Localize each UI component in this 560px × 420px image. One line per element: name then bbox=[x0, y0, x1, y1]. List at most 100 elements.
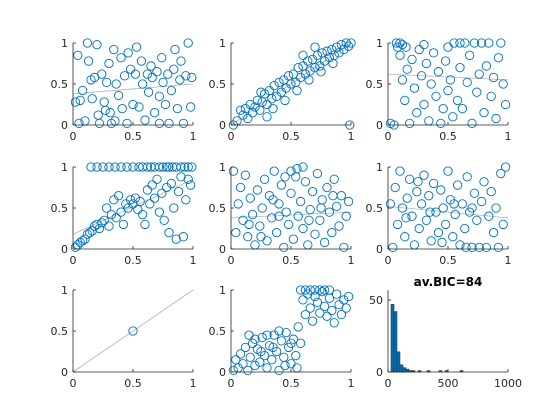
scatter-point-1 bbox=[228, 365, 239, 376]
scatter-point-32 bbox=[300, 177, 311, 187]
y-tick-label: 0 bbox=[219, 119, 226, 132]
scatter-point-31 bbox=[303, 56, 313, 66]
scatter-point-49 bbox=[343, 291, 354, 302]
scatter-point-58 bbox=[268, 342, 278, 353]
scatter-point-4 bbox=[235, 349, 246, 359]
scatter-point-46 bbox=[160, 99, 171, 110]
scatter-point-11 bbox=[92, 39, 102, 50]
scatter-point-14 bbox=[97, 69, 107, 79]
scatter-point-54 bbox=[304, 75, 314, 85]
scatter-point-32 bbox=[145, 199, 155, 209]
histogram-bar-3 bbox=[396, 351, 401, 373]
x-tick-label: 0.5 bbox=[124, 377, 142, 390]
x-tick-label: 1 bbox=[190, 130, 197, 143]
x-tick-label: 0 bbox=[385, 130, 392, 143]
scatter-point-23 bbox=[113, 90, 124, 101]
scatter-point-48 bbox=[498, 219, 508, 230]
scatter-point-20 bbox=[116, 207, 126, 217]
scatter-point-27 bbox=[291, 350, 301, 361]
scatter-point-7 bbox=[243, 232, 253, 242]
scatter-point-31 bbox=[300, 309, 311, 320]
x-tick-label: 0 bbox=[228, 130, 235, 143]
scatter-point-39 bbox=[322, 46, 332, 56]
scatter-point-17 bbox=[267, 213, 277, 223]
scatter-point-27 bbox=[445, 75, 456, 85]
scatter-point-24 bbox=[283, 219, 294, 230]
scatter-point-52 bbox=[172, 103, 183, 114]
scatter-point-15 bbox=[419, 170, 429, 180]
scatter-point-47 bbox=[339, 295, 349, 305]
scatter-point-46 bbox=[493, 242, 504, 253]
scatter-point-53 bbox=[310, 285, 320, 295]
y-tick-label: 1 bbox=[219, 37, 226, 50]
scatter-point-51 bbox=[437, 237, 447, 248]
scatter-point-37 bbox=[317, 48, 327, 58]
scatter-point-49 bbox=[346, 38, 356, 48]
scatter-point-33 bbox=[134, 102, 144, 112]
scatter-point-44 bbox=[329, 174, 339, 184]
scatter-point-35 bbox=[152, 174, 162, 184]
y-tick-label: 0 bbox=[219, 366, 226, 379]
scatter-point-51 bbox=[262, 112, 272, 122]
scatter-point-54 bbox=[110, 162, 120, 172]
scatter-point-42 bbox=[169, 203, 179, 213]
scatter-point-1 bbox=[70, 97, 81, 107]
scatter-point-48 bbox=[341, 303, 351, 313]
scatter-point-22 bbox=[436, 185, 446, 195]
scatter-point-41 bbox=[476, 38, 487, 48]
scatter-point-56 bbox=[304, 215, 314, 225]
scatter-point-18 bbox=[104, 58, 114, 69]
scatter-point-17 bbox=[269, 80, 279, 91]
scatter-point-48 bbox=[343, 41, 354, 51]
scatter-point-44 bbox=[157, 53, 167, 63]
scatter-point-2 bbox=[388, 242, 398, 253]
scatter-point-15 bbox=[104, 221, 114, 231]
y-tick-label: 0.5 bbox=[366, 78, 384, 91]
x-tick-label: 0 bbox=[228, 377, 235, 390]
scatter-point-5 bbox=[395, 166, 405, 176]
scatter-point-28 bbox=[450, 209, 460, 220]
scatter-point-57 bbox=[128, 162, 138, 172]
scatter-point-21 bbox=[276, 180, 287, 190]
scatter-point-35 bbox=[467, 242, 477, 253]
scatter-point-45 bbox=[336, 39, 347, 50]
subplot-7: 0 0.5 1 0 0.5 1 bbox=[51, 284, 197, 390]
scatter-point-29 bbox=[295, 338, 306, 348]
scatter-point-46 bbox=[339, 44, 349, 55]
scatter-point-35 bbox=[462, 77, 472, 88]
scatter-point-51 bbox=[500, 99, 511, 110]
scatter-point-52 bbox=[280, 95, 290, 106]
scatter-point-20 bbox=[428, 48, 439, 58]
scatter-point-60 bbox=[310, 42, 320, 52]
scatter-point-24 bbox=[116, 53, 126, 63]
scatter-point-39 bbox=[146, 61, 156, 71]
histogram-bar-5 bbox=[402, 367, 407, 373]
scatter-point-28 bbox=[135, 196, 145, 207]
scatter-point-3 bbox=[75, 237, 85, 248]
scatter-point-43 bbox=[171, 234, 181, 244]
scatter-point-28 bbox=[448, 112, 458, 122]
scatter-point-18 bbox=[426, 236, 436, 246]
scatter-point-13 bbox=[414, 223, 424, 234]
fit-line bbox=[72, 83, 194, 95]
scatter-point-16 bbox=[419, 99, 429, 110]
scatter-point-3 bbox=[235, 105, 246, 115]
x-tick-label: 0 bbox=[70, 130, 77, 143]
scatter-point-13 bbox=[257, 332, 267, 343]
scatter-point-30 bbox=[298, 295, 308, 305]
histogram-bar-2 bbox=[393, 311, 398, 373]
y-tick-label: 1 bbox=[61, 161, 68, 174]
scatter-point-32 bbox=[131, 42, 142, 52]
scatter-point-33 bbox=[147, 180, 157, 190]
y-tick-label: 0 bbox=[376, 243, 383, 256]
scatter-point-36 bbox=[315, 61, 325, 71]
scatter-point-19 bbox=[428, 178, 439, 189]
scatter-point-17 bbox=[424, 191, 434, 201]
scatter-point-30 bbox=[298, 223, 308, 234]
scatter-point-51 bbox=[286, 166, 296, 176]
scatter-point-4 bbox=[392, 219, 403, 230]
scatter-point-34 bbox=[305, 204, 315, 215]
scatter-point-57 bbox=[183, 38, 193, 48]
scatter-point-64 bbox=[158, 162, 168, 172]
scatter-point-6 bbox=[82, 229, 93, 239]
